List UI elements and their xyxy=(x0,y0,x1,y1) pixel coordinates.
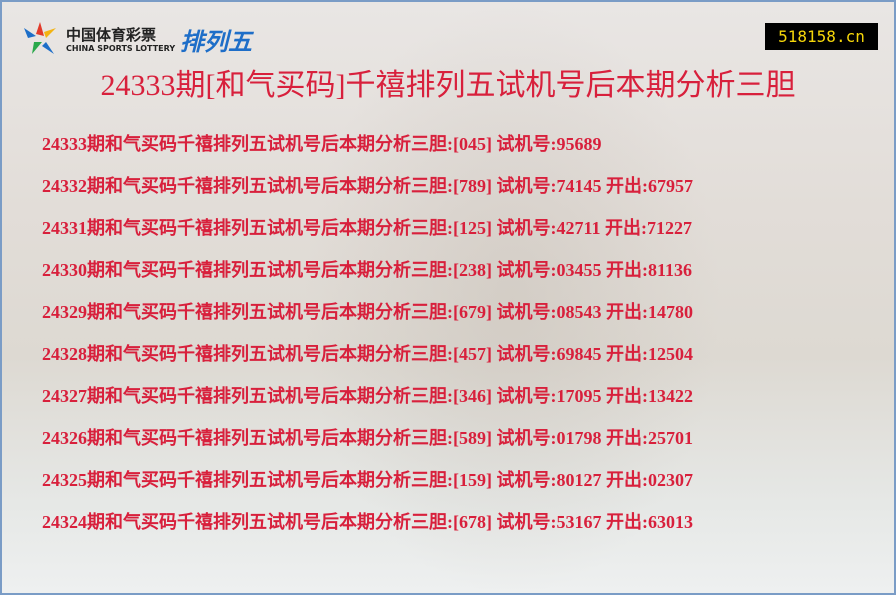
row-text: 24331期和气买码千禧排列五试机号后本期分析三胆:[125] 试机号:4271… xyxy=(42,218,692,238)
logo-game: 排列五 xyxy=(180,28,252,56)
logo-subtext: CHINA SPORTS LOTTERY xyxy=(66,44,176,53)
row-text: 24327期和气买码千禧排列五试机号后本期分析三胆:[346] 试机号:1709… xyxy=(42,386,693,406)
logo-text: 中国体育彩票 xyxy=(66,26,157,44)
site-badge: 518158.cn xyxy=(765,23,878,50)
row-text: 24326期和气买码千禧排列五试机号后本期分析三胆:[589] 试机号:0179… xyxy=(42,428,693,448)
row-text: 24324期和气买码千禧排列五试机号后本期分析三胆:[678] 试机号:5316… xyxy=(42,512,693,532)
title: 24333期[和气买码]千禧排列五试机号后本期分析三胆 xyxy=(100,69,796,102)
row-text: 24330期和气买码千禧排列五试机号后本期分析三胆:[238] 试机号:0345… xyxy=(42,260,692,280)
row-text: 24329期和气买码千禧排列五试机号后本期分析三胆:[679] 试机号:0854… xyxy=(42,302,693,322)
row-text: 24328期和气买码千禧排列五试机号后本期分析三胆:[457] 试机号:6984… xyxy=(42,344,693,364)
logo: 中国体育彩票 CHINA SPORTS LOTTERY 排列五 xyxy=(20,20,252,63)
row-text: 24332期和气买码千禧排列五试机号后本期分析三胆:[789] 试机号:7414… xyxy=(42,176,693,196)
row-text: 24333期和气买码千禧排列五试机号后本期分析三胆:[045] 试机号:9568… xyxy=(42,134,602,154)
logo-icon xyxy=(24,22,56,54)
row-text: 24325期和气买码千禧排列五试机号后本期分析三胆:[159] 试机号:8012… xyxy=(42,470,693,490)
background xyxy=(302,2,722,593)
